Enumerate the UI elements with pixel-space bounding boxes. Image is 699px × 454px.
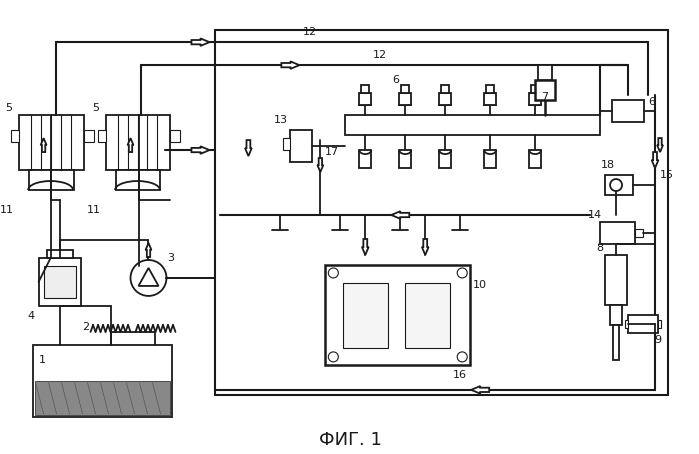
Polygon shape — [651, 152, 658, 168]
Polygon shape — [128, 138, 134, 152]
Text: 10: 10 — [473, 280, 487, 290]
Polygon shape — [391, 211, 409, 219]
Bar — [325, 265, 470, 365]
Bar — [215, 30, 668, 395]
Polygon shape — [192, 146, 210, 154]
Text: 12: 12 — [373, 50, 387, 60]
Bar — [33, 345, 173, 417]
Bar — [290, 130, 312, 162]
Circle shape — [329, 268, 338, 278]
Bar — [658, 320, 661, 328]
Bar — [38, 258, 80, 306]
Bar — [439, 150, 452, 168]
Bar — [106, 115, 171, 170]
Polygon shape — [362, 239, 368, 255]
Circle shape — [610, 179, 622, 191]
Bar — [29, 170, 73, 190]
Text: 17: 17 — [325, 147, 340, 157]
Bar — [625, 320, 628, 328]
Bar — [439, 93, 452, 105]
Bar — [399, 150, 411, 168]
Bar — [171, 130, 180, 142]
Circle shape — [457, 352, 467, 362]
Bar — [535, 80, 555, 100]
Text: 16: 16 — [453, 370, 467, 380]
Polygon shape — [422, 239, 428, 255]
Text: 18: 18 — [601, 160, 615, 170]
Text: 2: 2 — [82, 322, 89, 332]
Bar — [538, 65, 552, 80]
Bar — [487, 85, 494, 93]
Bar — [98, 130, 106, 142]
Polygon shape — [282, 61, 299, 69]
Bar — [600, 222, 635, 244]
Bar — [605, 175, 633, 195]
Bar — [47, 250, 73, 258]
Circle shape — [131, 260, 166, 296]
Text: 11: 11 — [0, 205, 13, 215]
Polygon shape — [245, 140, 252, 156]
Text: 11: 11 — [87, 205, 101, 215]
Text: ФИГ. 1: ФИГ. 1 — [319, 431, 382, 449]
Text: 9: 9 — [654, 335, 661, 345]
Bar — [359, 93, 371, 105]
Bar — [345, 115, 600, 135]
Text: 12: 12 — [303, 27, 317, 37]
Polygon shape — [471, 386, 489, 394]
Bar — [401, 85, 409, 93]
Bar — [405, 283, 450, 348]
Text: 13: 13 — [273, 115, 287, 125]
Bar — [283, 138, 290, 150]
Bar — [115, 170, 161, 190]
Bar — [84, 130, 94, 142]
Bar — [441, 85, 449, 93]
Bar — [399, 93, 411, 105]
Bar — [610, 305, 622, 325]
Bar — [529, 150, 541, 168]
Bar — [19, 115, 84, 170]
Bar — [361, 85, 369, 93]
Text: 7: 7 — [542, 92, 549, 102]
Polygon shape — [41, 138, 47, 152]
Text: 1: 1 — [39, 355, 46, 365]
Bar — [612, 100, 644, 122]
Bar — [484, 93, 496, 105]
Text: 5: 5 — [5, 103, 12, 113]
Polygon shape — [192, 39, 210, 46]
Text: 6: 6 — [649, 97, 656, 107]
Text: 6: 6 — [391, 75, 398, 85]
Bar — [605, 255, 627, 305]
Bar — [628, 315, 658, 333]
Polygon shape — [145, 243, 152, 257]
Bar — [484, 150, 496, 168]
Bar — [359, 150, 371, 168]
Bar — [529, 93, 541, 105]
Bar — [43, 266, 75, 298]
Polygon shape — [317, 158, 323, 172]
Bar — [10, 130, 19, 142]
Bar — [35, 381, 171, 415]
Text: 15: 15 — [660, 170, 674, 180]
Bar — [343, 283, 388, 348]
Text: 14: 14 — [588, 210, 602, 220]
Text: 4: 4 — [27, 311, 34, 321]
Polygon shape — [657, 138, 663, 152]
Polygon shape — [138, 268, 159, 286]
Bar — [635, 229, 643, 237]
Text: 8: 8 — [596, 243, 604, 253]
Circle shape — [457, 268, 467, 278]
Bar — [531, 85, 539, 93]
Circle shape — [329, 352, 338, 362]
Text: 5: 5 — [92, 103, 99, 113]
Bar — [613, 325, 619, 360]
Text: 3: 3 — [167, 253, 174, 263]
